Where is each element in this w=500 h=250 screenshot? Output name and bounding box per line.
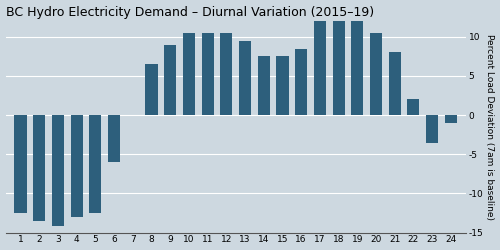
Bar: [108, 115, 120, 162]
Y-axis label: Percent Load Deviation (7am is baseline): Percent Load Deviation (7am is baseline): [486, 34, 494, 220]
Bar: [14, 115, 26, 213]
Bar: [445, 115, 457, 123]
Bar: [295, 48, 307, 115]
Bar: [183, 33, 195, 115]
Bar: [90, 115, 102, 213]
Bar: [370, 33, 382, 115]
Bar: [146, 64, 158, 115]
Text: BC Hydro Electricity Demand – Diurnal Variation (2015–19): BC Hydro Electricity Demand – Diurnal Va…: [6, 6, 374, 18]
Bar: [33, 115, 46, 221]
Bar: [388, 52, 401, 115]
Bar: [202, 33, 213, 115]
Bar: [332, 9, 344, 115]
Bar: [70, 115, 83, 217]
Bar: [351, 17, 364, 115]
Bar: [258, 56, 270, 115]
Bar: [239, 41, 251, 115]
Bar: [52, 115, 64, 226]
Bar: [276, 56, 288, 115]
Bar: [220, 33, 232, 115]
Bar: [164, 44, 176, 115]
Bar: [314, 21, 326, 115]
Bar: [426, 115, 438, 142]
Bar: [408, 100, 420, 115]
